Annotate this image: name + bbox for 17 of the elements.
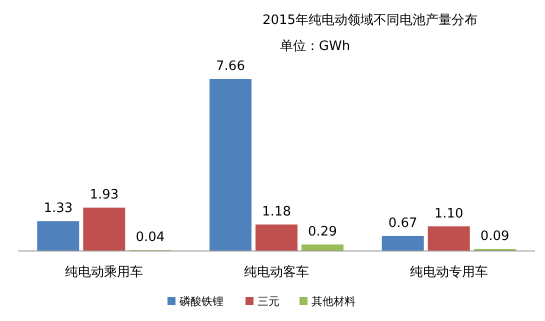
- data-label: 7.66: [216, 59, 245, 74]
- data-label: 0.09: [480, 228, 510, 244]
- data-label: 0.29: [308, 224, 337, 240]
- legend-label: 三元: [258, 295, 280, 308]
- data-label: 0.04: [136, 230, 165, 246]
- data-label: 1.18: [262, 204, 291, 220]
- chart-subtitle: 单位：GWh: [280, 39, 350, 54]
- data-label: 1.93: [90, 188, 119, 203]
- data-label: 1.33: [44, 201, 73, 216]
- data-label: 1.10: [434, 206, 464, 222]
- x-tick-label: 纯电动客车: [244, 264, 309, 280]
- legend-label: 其他材料: [312, 295, 356, 308]
- data-label: 0.67: [388, 216, 418, 231]
- legend-label: 磷酸铁锂: [178, 295, 224, 308]
- x-tick-label: 纯电动乘用车: [65, 265, 144, 280]
- chart-title: 2015年纯电动领域不同电池产量分布: [262, 13, 478, 28]
- x-tick-label: 纯电动专用车: [410, 265, 488, 280]
